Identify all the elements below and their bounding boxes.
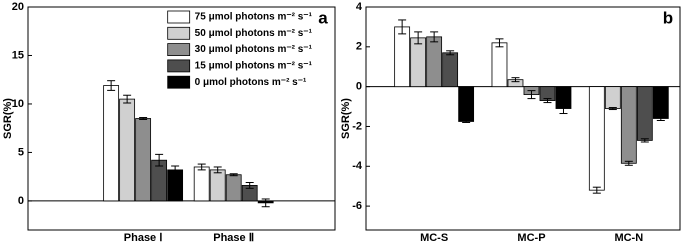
bar [167, 169, 184, 202]
error-bar [624, 160, 633, 166]
bar [119, 98, 136, 202]
y-axis-label: SGR(%) [340, 98, 352, 139]
bar [209, 169, 226, 202]
legend-swatch [167, 43, 191, 56]
legend-swatch [167, 26, 191, 40]
x-tick-label: Phase Ⅰ [124, 232, 163, 243]
error-bar [656, 116, 665, 121]
error-bar [414, 31, 423, 45]
error-bar [592, 186, 601, 194]
legend-swatch [167, 59, 191, 73]
error-bar [229, 173, 238, 177]
bar [636, 86, 653, 141]
error-bar [640, 138, 649, 143]
y-tick-label: -6 [352, 200, 362, 212]
bar [193, 166, 210, 202]
error-bar [245, 181, 254, 189]
plot-frame [365, 6, 681, 231]
error-bar [213, 166, 222, 174]
y-tick-label: 10 [12, 98, 24, 110]
legend-label: 0 μmol photons m⁻² s⁻¹ [195, 77, 307, 88]
error-bar [446, 50, 455, 56]
error-bar [398, 19, 407, 35]
legend-label: 15 μmol photons m⁻² s⁻¹ [195, 61, 313, 72]
y-tick-label: 2 [356, 41, 362, 53]
error-bar [197, 163, 206, 171]
panel-label: a [318, 8, 328, 27]
bar [103, 85, 120, 202]
bar [410, 37, 427, 88]
error-bar [527, 90, 536, 100]
legend-label: 75 μmol photons m⁻² s⁻¹ [195, 12, 313, 23]
x-tick-label: Phase Ⅱ [213, 232, 254, 243]
x-tick-label: MC-P [517, 232, 545, 243]
plot-frame [27, 6, 336, 231]
error-bar [430, 31, 439, 43]
y-tick-label: 0 [356, 81, 362, 93]
bar [491, 42, 508, 88]
bar [426, 36, 443, 88]
bar [588, 86, 605, 191]
error-bar [171, 165, 180, 175]
bar [135, 118, 152, 202]
legend-label: 50 μmol photons m⁻² s⁻¹ [195, 28, 313, 39]
error-bar [261, 198, 270, 208]
x-tick-label: MC-S [420, 232, 448, 243]
bar [225, 174, 242, 202]
legend-label: 30 μmol photons m⁻² s⁻¹ [195, 44, 313, 55]
bar [620, 86, 637, 164]
y-tick-label: 0 [18, 195, 24, 207]
y-tick-label: -4 [352, 160, 363, 172]
error-bar [123, 94, 132, 104]
error-bar [155, 153, 164, 167]
error-bar [462, 119, 471, 123]
error-bar [495, 38, 504, 48]
bar [604, 86, 621, 109]
error-bar [608, 107, 617, 111]
panel-label: b [663, 8, 673, 27]
error-bar [543, 98, 552, 104]
bar [458, 86, 475, 122]
error-bar [559, 103, 568, 115]
legend-swatch [167, 10, 191, 24]
error-bar [511, 77, 520, 83]
error-bar [139, 117, 148, 120]
y-tick-label: 4 [356, 1, 363, 13]
y-tick-label: 5 [18, 146, 24, 158]
bar [442, 52, 459, 88]
legend-swatch [167, 75, 191, 89]
bar [652, 86, 669, 119]
y-tick-label: 20 [12, 1, 24, 13]
error-bar [107, 80, 116, 91]
y-tick-label: -2 [352, 120, 362, 132]
x-tick-label: MC-N [614, 232, 643, 243]
bar [394, 26, 411, 88]
y-axis-label: SGR(%) [2, 98, 14, 139]
y-tick-label: 15 [12, 49, 24, 61]
